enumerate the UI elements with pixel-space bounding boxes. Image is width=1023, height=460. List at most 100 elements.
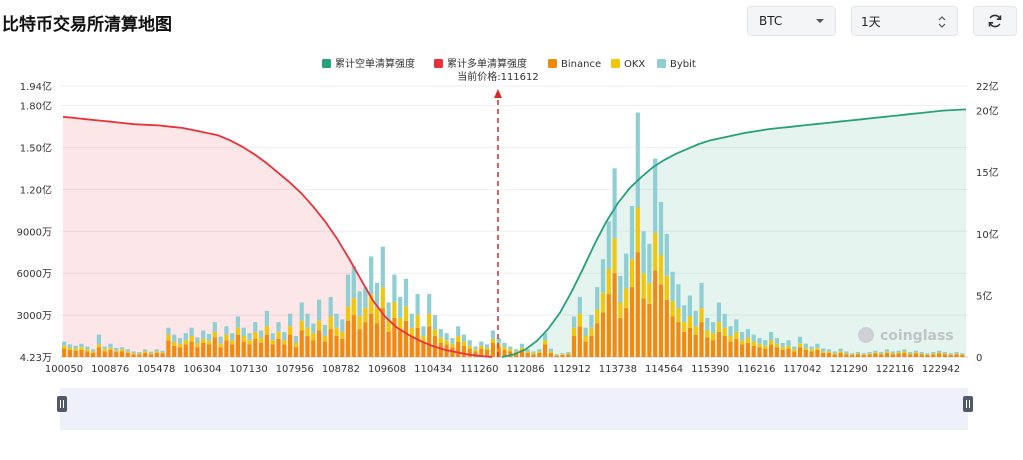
bar-binance [108, 350, 113, 357]
bar-bybit [328, 296, 333, 317]
bar-binance [769, 344, 774, 357]
bar-bybit [374, 282, 380, 308]
range-select[interactable]: 1天 [851, 6, 958, 36]
bar-binance [757, 347, 762, 357]
coin-select[interactable]: BTC [747, 6, 836, 36]
legend-swatch[interactable] [657, 59, 666, 68]
legend-swatch[interactable] [322, 59, 331, 68]
bar-binance [960, 354, 965, 357]
bar-okx [774, 343, 779, 348]
legend-label: OKX [624, 59, 645, 70]
bar-okx [809, 349, 814, 352]
bar-binance [647, 303, 652, 357]
bar-bybit [844, 351, 849, 354]
bar-binance [409, 336, 414, 357]
bar-binance [734, 338, 739, 357]
bar-binance [931, 354, 936, 357]
bar-binance [850, 354, 855, 357]
bar-okx [577, 313, 582, 327]
bar-binance [548, 352, 553, 357]
bar-bybit [861, 353, 866, 355]
bar-bybit [670, 271, 675, 302]
bar-okx [230, 340, 235, 345]
y-right-tick-label: 5亿 [976, 289, 992, 302]
bar-okx [73, 348, 78, 351]
bar-binance [235, 334, 240, 357]
bar-binance [334, 336, 339, 357]
legend-label: Bybit [670, 59, 696, 70]
bar-okx [711, 333, 716, 341]
legend-swatch[interactable] [434, 59, 443, 68]
slider-left-handle[interactable] [57, 396, 67, 412]
bar-bybit [722, 313, 727, 328]
bar-okx [525, 351, 530, 353]
bar-bybit [740, 331, 745, 341]
refresh-button[interactable] [973, 6, 1017, 36]
legend-swatch[interactable] [611, 59, 620, 68]
bar-okx [398, 317, 403, 330]
bar-binance [740, 344, 745, 357]
bar-okx [560, 354, 565, 355]
bar-bybit [531, 351, 536, 354]
bar-binance [693, 334, 698, 357]
bar-bybit [745, 329, 750, 338]
bar-okx [380, 287, 385, 309]
bar-binance [479, 348, 484, 357]
bar-okx [305, 327, 310, 337]
bar-okx [357, 316, 362, 330]
bar-binance [322, 341, 327, 357]
bar-okx [206, 340, 212, 345]
bar-binance [809, 351, 814, 357]
bar-okx [485, 347, 490, 350]
coinglass-watermark: coinglass [880, 328, 954, 344]
bar-okx [548, 351, 553, 353]
bar-bybit [73, 345, 78, 349]
range-select-value: 1天 [861, 14, 881, 29]
bar-okx [456, 336, 461, 342]
bar-bybit [189, 327, 194, 337]
x-tick-label: 107130 [230, 364, 268, 375]
bar-bybit [241, 327, 246, 337]
bar-binance [172, 345, 177, 357]
bar-okx [201, 338, 206, 343]
bar-binance [403, 320, 409, 357]
y-left-tick-label: 6000万 [17, 269, 52, 280]
bar-bybit [508, 346, 513, 350]
bar-binance [531, 354, 536, 357]
bar-bybit [345, 274, 351, 307]
bar-bybit [403, 278, 409, 307]
bar-binance [293, 347, 298, 357]
bar-bybit [317, 299, 322, 321]
bar-binance [716, 331, 721, 357]
bar-okx [114, 350, 119, 353]
bar-bybit [687, 295, 692, 317]
bar-okx [919, 353, 924, 355]
bar-okx [890, 353, 895, 355]
coinglass-logo-icon [858, 327, 874, 343]
bar-okx [612, 238, 617, 274]
bar-binance [653, 270, 658, 357]
bar-okx [85, 349, 90, 352]
bar-binance [879, 354, 884, 357]
bar-okx [369, 294, 374, 314]
bar-okx [803, 347, 808, 350]
bar-binance [641, 298, 646, 357]
bar-binance [705, 337, 710, 357]
bar-bybit [490, 330, 495, 339]
slider-right-handle[interactable] [963, 396, 973, 412]
bar-binance [844, 354, 849, 357]
bar-okx [473, 349, 478, 352]
bar-binance [456, 341, 461, 357]
bar-bybit [293, 336, 298, 343]
bar-okx [792, 349, 797, 352]
current-price-label: 当前价格:111612 [457, 70, 539, 83]
bar-okx [647, 282, 652, 304]
bar-bybit [131, 351, 136, 354]
bar-okx [629, 259, 635, 288]
bar-binance [728, 341, 733, 357]
bar-okx [212, 331, 217, 338]
legend-swatch[interactable] [548, 59, 557, 68]
zoom-slider-track[interactable] [60, 388, 968, 430]
bar-binance [925, 354, 930, 357]
bar-binance [554, 355, 559, 357]
